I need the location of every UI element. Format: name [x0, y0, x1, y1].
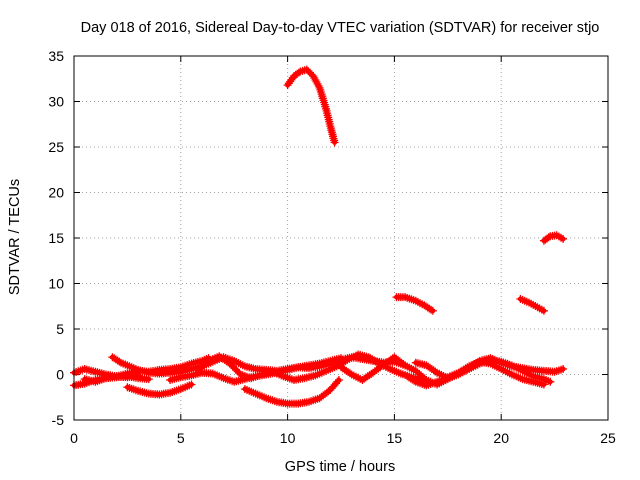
y-axis-ticks: -5 0 5 10 15 20 25 30 35 [48, 48, 608, 428]
series-arc-5 [123, 380, 196, 399]
series-markers [411, 355, 555, 386]
series-arc-12 [411, 355, 555, 386]
x-tick-label: 0 [70, 430, 78, 446]
y-tick-label: -5 [52, 412, 65, 428]
series-markers [283, 65, 339, 147]
series-arc-8 [240, 376, 343, 408]
series-arc-3 [80, 371, 143, 386]
y-tick-label: 30 [48, 94, 64, 110]
series-markers [193, 350, 427, 384]
series-markers [516, 295, 548, 315]
y-tick-label: 20 [48, 185, 64, 201]
series-markers [539, 231, 568, 245]
y-tick-label: 15 [48, 230, 64, 246]
x-axis-label: GPS time / hours [285, 459, 395, 475]
series-arc-13 [392, 293, 437, 315]
plot-frame [73, 55, 609, 421]
x-tick-label: 10 [280, 430, 296, 446]
series-arc-9 [283, 65, 339, 147]
series-arc-15 [539, 231, 568, 245]
x-tick-label: 20 [493, 430, 509, 446]
x-axis-ticks: 0 5 10 15 20 25 [70, 56, 616, 446]
series-markers [80, 371, 143, 386]
x-tick-label: 5 [177, 430, 185, 446]
y-axis-label: SDTVAR / TECUs [7, 179, 23, 295]
data-series [70, 65, 568, 408]
series-arc-14 [516, 295, 548, 315]
chart-title: Day 018 of 2016, Sidereal Day-to-day VTE… [81, 20, 600, 36]
y-tick-label: 5 [56, 321, 64, 337]
y-tick-label: 35 [48, 48, 64, 64]
series-markers [240, 376, 343, 408]
x-tick-label: 15 [387, 430, 403, 446]
y-tick-label: 0 [56, 367, 64, 383]
y-tick-label: 25 [48, 139, 64, 155]
x-tick-label: 25 [600, 430, 616, 446]
y-tick-label: 10 [48, 276, 64, 292]
series-markers [123, 380, 196, 399]
series-markers [392, 293, 437, 315]
